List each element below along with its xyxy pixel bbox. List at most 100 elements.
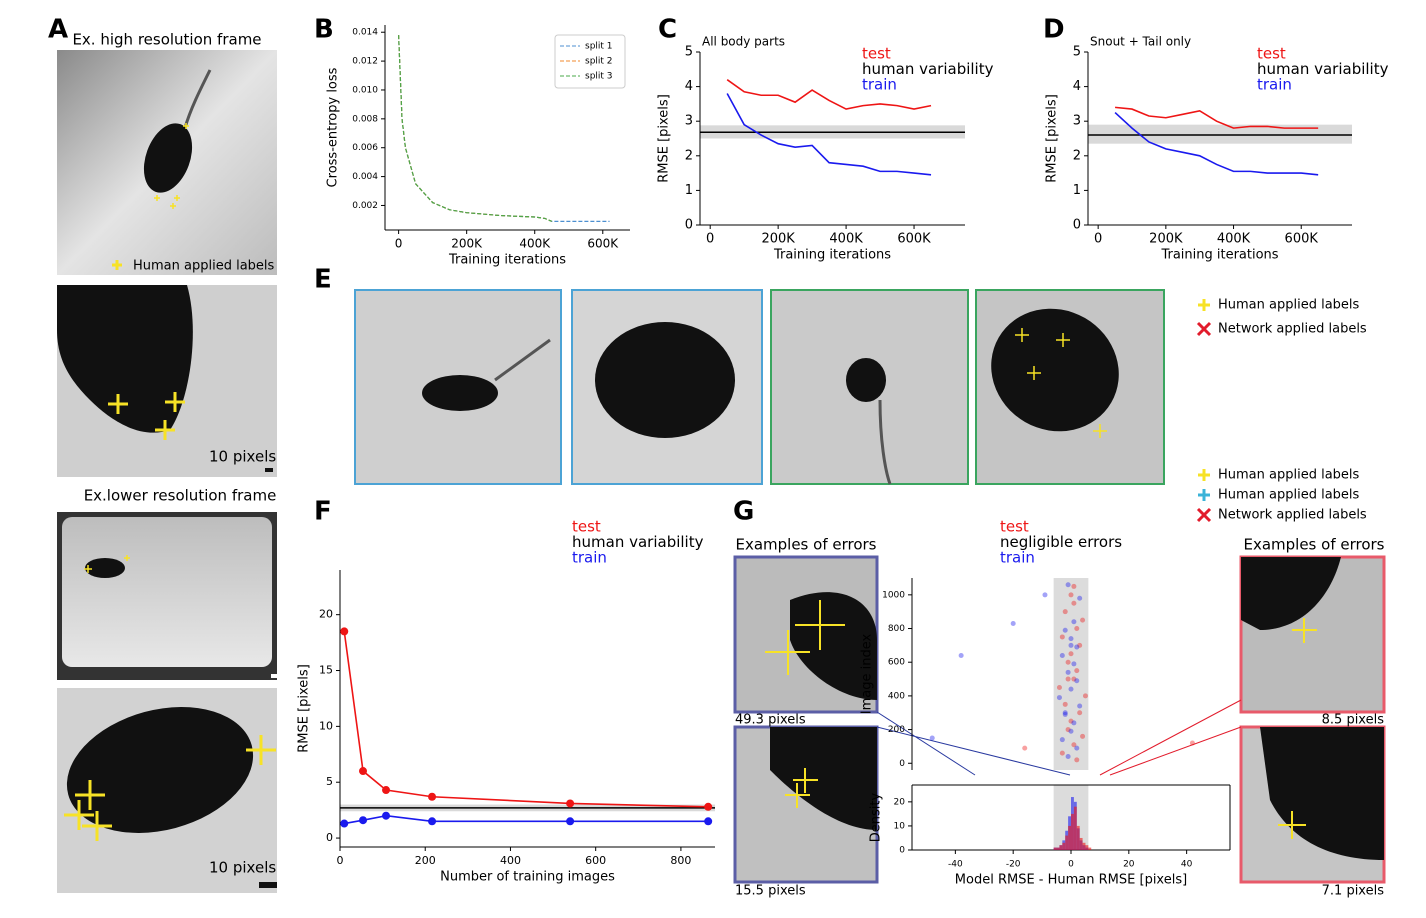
histogram-bar [1079, 837, 1083, 850]
image-title: Ex. high resolution frame [72, 31, 261, 49]
x-tick-label: 400K [1217, 232, 1251, 247]
data-point [359, 816, 368, 825]
y-tick-label: 0 [899, 846, 905, 856]
histogram-bar [1059, 845, 1063, 850]
legend-label: human variability [572, 533, 704, 551]
data-point [1189, 740, 1195, 746]
series-line [343, 631, 709, 808]
data-point [566, 817, 575, 826]
data-point [1071, 600, 1077, 606]
y-tick-label: 10 [319, 719, 333, 732]
scale-label: 10 pixels [209, 859, 276, 877]
series-line [1114, 111, 1319, 176]
data-point [1068, 592, 1074, 598]
data-point [1068, 728, 1074, 734]
series-line [398, 35, 552, 222]
legend-label: split 3 [585, 72, 613, 82]
legend-label: train [1000, 549, 1035, 567]
series-line [398, 35, 610, 222]
y-tick-label: 4 [1073, 79, 1081, 94]
histogram-bar [1088, 847, 1092, 850]
data-point [1074, 668, 1080, 674]
data-point [1071, 661, 1077, 667]
photo [57, 512, 277, 680]
x-tick-label: 600 [585, 854, 606, 867]
y-tick-label: 20 [894, 797, 906, 807]
reference-band [1088, 124, 1352, 144]
x-tick-label: -40 [948, 860, 963, 870]
x-tick-label: 0 [1094, 232, 1102, 247]
annotation: Snout + Tail only [1090, 35, 1191, 49]
histogram-bar [1071, 813, 1074, 850]
data-point [1080, 617, 1086, 623]
x-axis-label: Number of training images [440, 870, 615, 885]
y-tick-label: 200 [888, 725, 905, 735]
x-axis-label: Model RMSE - Human RMSE [pixels] [955, 873, 1187, 888]
x-tick-label: 400K [519, 237, 551, 251]
x-tick-label: 600K [587, 237, 619, 251]
data-point [1010, 620, 1016, 626]
y-tick-label: 0 [685, 218, 693, 233]
x-tick-label: 800 [670, 854, 691, 867]
data-point [1065, 582, 1071, 588]
data-point [958, 652, 964, 658]
legend-label: human variability [1257, 60, 1389, 78]
panel-label: B [314, 15, 334, 45]
legend-label: split 1 [585, 42, 613, 52]
data-point [1062, 711, 1068, 717]
y-tick-label: 1 [1073, 183, 1081, 198]
y-tick-label: 20 [319, 608, 333, 621]
y-tick-label: 5 [1073, 45, 1081, 60]
x-tick-label: 200K [451, 237, 483, 251]
legend-label: Human applied labels [1218, 488, 1360, 503]
y-axis-label: RMSE [pixels] [297, 664, 312, 753]
data-point [1074, 644, 1080, 650]
histogram-bar [1076, 825, 1080, 850]
data-point [1042, 592, 1048, 598]
data-point [1071, 583, 1077, 589]
y-tick-label: 400 [888, 691, 905, 701]
y-axis-label: Image index [860, 633, 875, 714]
data-point [1077, 703, 1083, 709]
histogram-bar [1062, 842, 1066, 850]
series-line [1114, 106, 1319, 129]
data-point [1062, 710, 1068, 716]
legend-label: split 2 [585, 57, 613, 67]
legend-label: Human applied labels [1218, 298, 1360, 313]
y-tick-label: 0.012 [352, 57, 378, 67]
y-tick-label: 5 [326, 775, 333, 788]
data-point [359, 767, 368, 776]
data-point [1074, 678, 1080, 684]
legend-label: test [1257, 45, 1286, 63]
legend-label: Network applied labels [1218, 508, 1367, 523]
data-point [1068, 636, 1074, 642]
histogram-bar [1085, 845, 1089, 850]
photo [57, 688, 277, 893]
y-tick-label: 15 [319, 664, 333, 677]
data-point [1074, 745, 1080, 751]
data-point [1068, 651, 1074, 657]
data-point [1077, 710, 1083, 716]
legend-label: human variability [862, 60, 994, 78]
data-point [1082, 693, 1088, 699]
data-point [1059, 634, 1065, 640]
data-point [1065, 754, 1071, 760]
histogram-bar [1073, 806, 1077, 850]
photo [57, 285, 277, 477]
histogram-bar [1082, 842, 1086, 850]
x-tick-label: 40 [1181, 860, 1193, 870]
panel-label: D [1043, 15, 1065, 45]
image-caption: 49.3 pixels [735, 713, 806, 728]
data-point [340, 819, 349, 828]
panel-label: A [48, 15, 68, 45]
x-tick-label: 200K [1149, 232, 1183, 247]
x-tick-label: 600K [897, 232, 931, 247]
data-point [1022, 745, 1028, 751]
photo [57, 50, 277, 275]
photo [733, 469, 1386, 884]
y-tick-label: 0.006 [352, 143, 378, 153]
panel-label: C [658, 15, 677, 45]
legend-label: test [862, 45, 891, 63]
legend-label: train [572, 549, 607, 567]
